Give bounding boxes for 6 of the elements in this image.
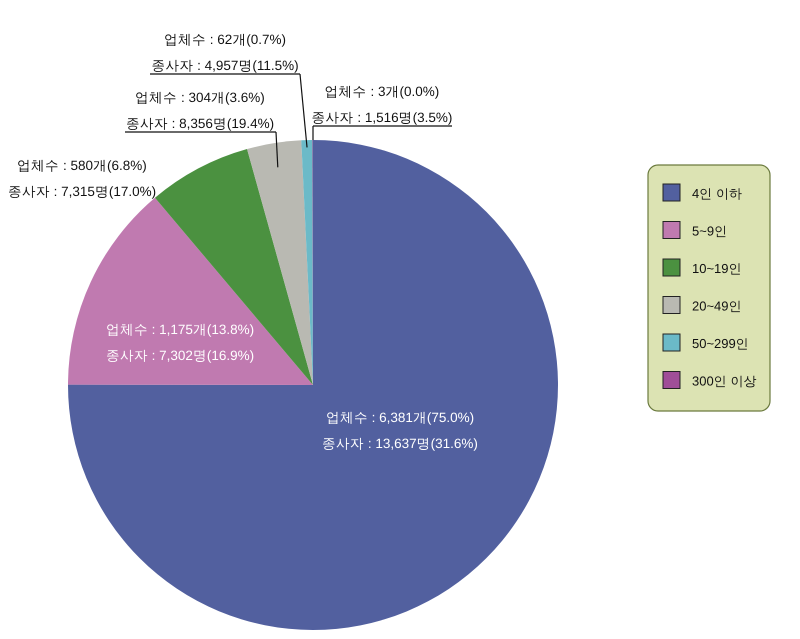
legend-label: 50~299인 xyxy=(692,336,749,351)
legend-label: 300인 이상 xyxy=(692,374,756,388)
legend-label: 4인 이하 xyxy=(692,186,742,201)
legend-label: 20~49인 xyxy=(692,298,742,314)
legend-label: 10~19인 xyxy=(692,261,742,276)
legend-label: 5~9인 xyxy=(692,224,728,238)
